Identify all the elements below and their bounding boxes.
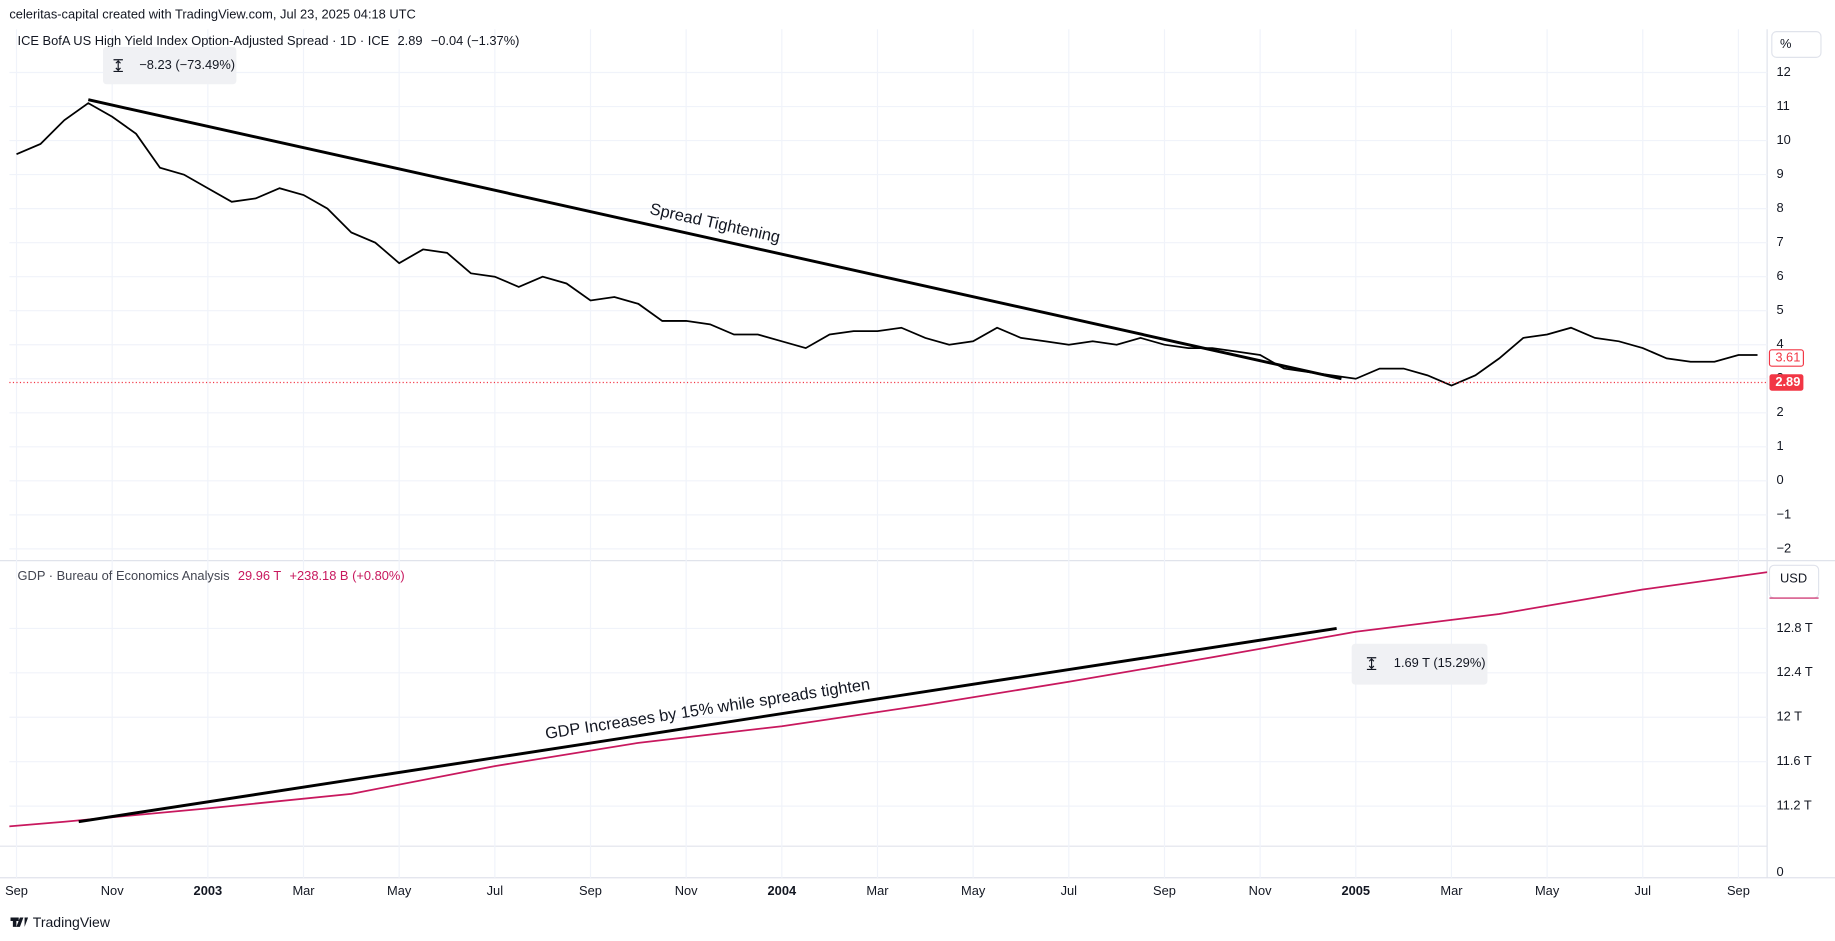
y-tick-label: 11.2 T [1776,798,1811,813]
x-tick-label: 2003 [194,883,223,898]
measure-bg [1351,643,1488,685]
measure-label: 1.69 T (15.29%) [1394,655,1486,670]
y-tick-label: 12 T [1776,709,1802,724]
y-tick-label: 6 [1776,268,1783,283]
trend-annotation: GDP Increases by 15% while spreads tight… [544,675,871,743]
y-tick-label: −1 [1776,506,1791,521]
last-value-label: 2.89 [1775,374,1800,389]
legend-value: 2.89 [398,34,423,49]
y-tick-label: 0 [1776,472,1783,487]
brand-logo[interactable] [10,917,29,927]
y-tick-label: 1 [1776,438,1783,453]
measure-icon [113,59,123,73]
unit-label[interactable]: % [1780,36,1791,51]
measure-bg [102,46,237,85]
y-tick-label: 12.4 T [1776,664,1812,679]
x-tick-label: May [1535,883,1560,898]
x-tick-label: Nov [1249,883,1272,898]
y-tick-label: 2 [1776,404,1783,419]
legend-change: +238.18 B (+0.80%) [290,568,405,583]
x-tick-label: Sep [579,883,602,898]
plot-layer: Sep Nov 2003 Mar May Jul Sep Nov 2004 Mar May Jul Se… [5,29,1813,898]
x-tick-label: Jul [487,883,503,898]
legend-value: 29.96 T [238,568,282,583]
y-tick-label: 8 [1776,200,1783,215]
x-tick-label: Mar [1440,883,1463,898]
series-line [9,571,1768,828]
series-legend: ICE BofA US High Yield Index Option-Adju… [18,34,520,49]
x-tick-label: 2004 [768,883,797,898]
x-tick-label: Jul [1061,883,1077,898]
x-tick-label: Sep [5,883,28,898]
y-tick-label: −2 [1776,540,1791,555]
unit-label[interactable]: USD [1780,571,1807,586]
y-tick-label: 11 [1776,98,1789,113]
unit-button[interactable]: % [1771,31,1822,58]
x-tick-label: Mar [292,883,315,898]
x-tick-label: Mar [866,883,889,898]
marker-tag [1768,349,1804,367]
measure-box: −8.23 (−73.49%) [102,46,237,85]
x-tick-label: Jul [1635,883,1651,898]
x-tick-label: 2005 [1341,883,1370,898]
trend-line [87,98,1342,381]
y-tick-label: 12 [1776,64,1790,79]
measure-box: 1.69 T (15.29%) [1351,643,1488,685]
series-line [16,102,1758,387]
legend-change: −0.04 (−1.37%) [431,34,520,49]
legend-title: GDP · Bureau of Economics Analysis [18,568,230,583]
trend-line [78,626,1337,824]
y-tick-label: 12.8 T [1776,620,1812,635]
measure-icon [1366,657,1377,671]
y-tick-label: 5 [1776,302,1783,317]
x-tick-label: Sep [1727,883,1750,898]
x-tick-label: Sep [1153,883,1176,898]
unit-button[interactable]: USD [1768,564,1820,599]
y-tick-label: 7 [1776,234,1783,249]
y-tick-label: 4 [1776,336,1783,351]
header-credit: celeritas-capital created with TradingVi… [9,7,415,22]
last-value-tag [1769,374,1804,391]
brand[interactable]: TradingView [10,914,111,930]
measure-label: −8.23 (−73.49%) [139,57,235,72]
y-tick-label: 10 [1776,132,1790,147]
legend-title: ICE BofA US High Yield Index Option-Adju… [18,34,390,49]
y-tick-label: 9 [1776,166,1783,181]
y-tick-label: 11.6 T [1776,753,1811,768]
series-legend: GDP · Bureau of Economics Analysis 29.96… [18,568,405,583]
x-tick-label: May [387,883,412,898]
x-tick-label: Nov [101,883,124,898]
marker-label: 3.61 [1775,349,1800,364]
brand-name[interactable]: TradingView [33,914,111,930]
x-tick-label: May [961,883,986,898]
x-tick-label: Nov [675,883,698,898]
y-tick-label: 0 [1776,864,1783,879]
unit-button-bg[interactable] [1771,31,1822,58]
